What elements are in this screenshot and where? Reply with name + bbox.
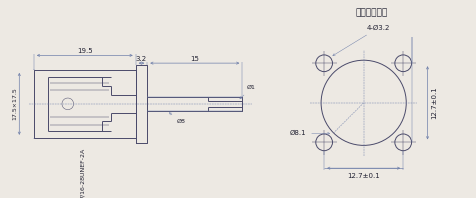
Text: 12.7±0.1: 12.7±0.1	[347, 173, 380, 179]
Text: 7/16-28UNEF-2A: 7/16-28UNEF-2A	[80, 148, 85, 198]
Text: 17.5×17.5: 17.5×17.5	[12, 88, 17, 120]
Text: 4-Ø3.2: 4-Ø3.2	[333, 25, 390, 56]
Text: Ø1: Ø1	[240, 85, 256, 99]
Text: 19.5: 19.5	[77, 48, 92, 54]
Text: 安装开孔尺寸: 安装开孔尺寸	[355, 9, 387, 17]
Text: 15: 15	[190, 56, 199, 62]
Text: 3.2: 3.2	[136, 56, 147, 62]
Text: 12.7±0.1: 12.7±0.1	[431, 86, 437, 119]
Text: Ø8: Ø8	[169, 113, 185, 124]
Text: Ø8.1: Ø8.1	[289, 130, 306, 136]
